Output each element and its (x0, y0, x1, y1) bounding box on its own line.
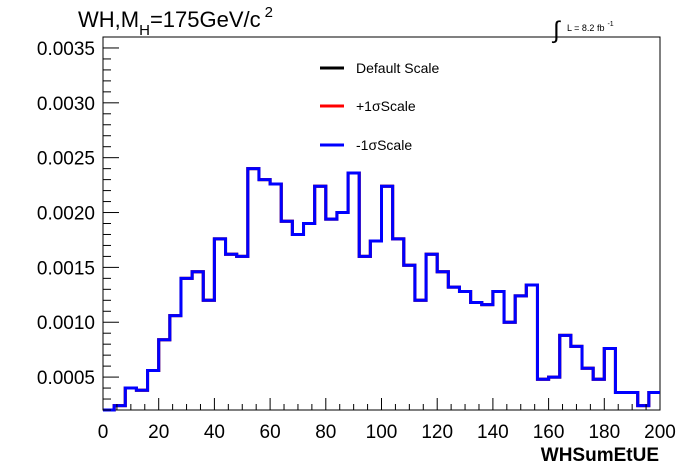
chart-title: WH,MH=175GeV/c 2 (78, 4, 273, 39)
x-tick-label: 60 (260, 422, 281, 443)
x-tick-label: 100 (366, 422, 398, 443)
luminosity-label: L = 8.2 fb -1 (567, 21, 614, 33)
x-axis: 0 20 40 60 80 100 120 140 160 180 200 (98, 398, 676, 443)
luminosity-superscript: -1 (607, 21, 613, 28)
y-tick-label: 0.0030 (37, 94, 95, 115)
legend-label-1: Default Scale (356, 60, 439, 76)
x-tick-label: 0 (98, 422, 109, 443)
legend: Default Scale +1σScale -1σScale (320, 60, 439, 153)
chart-title-value: =175GeV/c (150, 7, 261, 32)
y-tick-label: 0.0025 (37, 149, 95, 170)
chart-title-subscript: H (139, 22, 150, 39)
chart-title-prefix: WH,M (78, 7, 139, 32)
chart-title-superscript: 2 (265, 4, 273, 21)
luminosity-text: L = 8.2 fb (567, 23, 604, 33)
series-line-3 (103, 167, 660, 412)
y-axis: 0.0005 0.0010 0.0015 0.0020 0.0025 0.0030 0.00… (37, 36, 119, 411)
x-axis-title: WHSumEtUE (541, 445, 659, 466)
x-tick-label: 40 (204, 422, 225, 443)
x-tick-label: 80 (315, 422, 336, 443)
y-tick-label: 0.0015 (37, 258, 95, 279)
legend-label-2: +1σScale (356, 98, 416, 114)
series-layer (103, 167, 660, 412)
legend-label-3: -1σScale (356, 137, 412, 153)
y-tick-label: 0.0005 (37, 368, 95, 389)
x-tick-label: 140 (477, 422, 509, 443)
x-tick-label: 20 (148, 422, 169, 443)
x-tick-label: 160 (533, 422, 565, 443)
y-tick-label: 0.0010 (37, 313, 95, 334)
y-tick-label: 0.0035 (37, 39, 95, 60)
x-tick-label: 180 (588, 422, 620, 443)
luminosity-integral-symbol: ∫ (551, 17, 561, 44)
y-tick-label: 0.0020 (37, 204, 95, 225)
x-tick-label: 120 (421, 422, 453, 443)
x-tick-label: 200 (644, 422, 676, 443)
